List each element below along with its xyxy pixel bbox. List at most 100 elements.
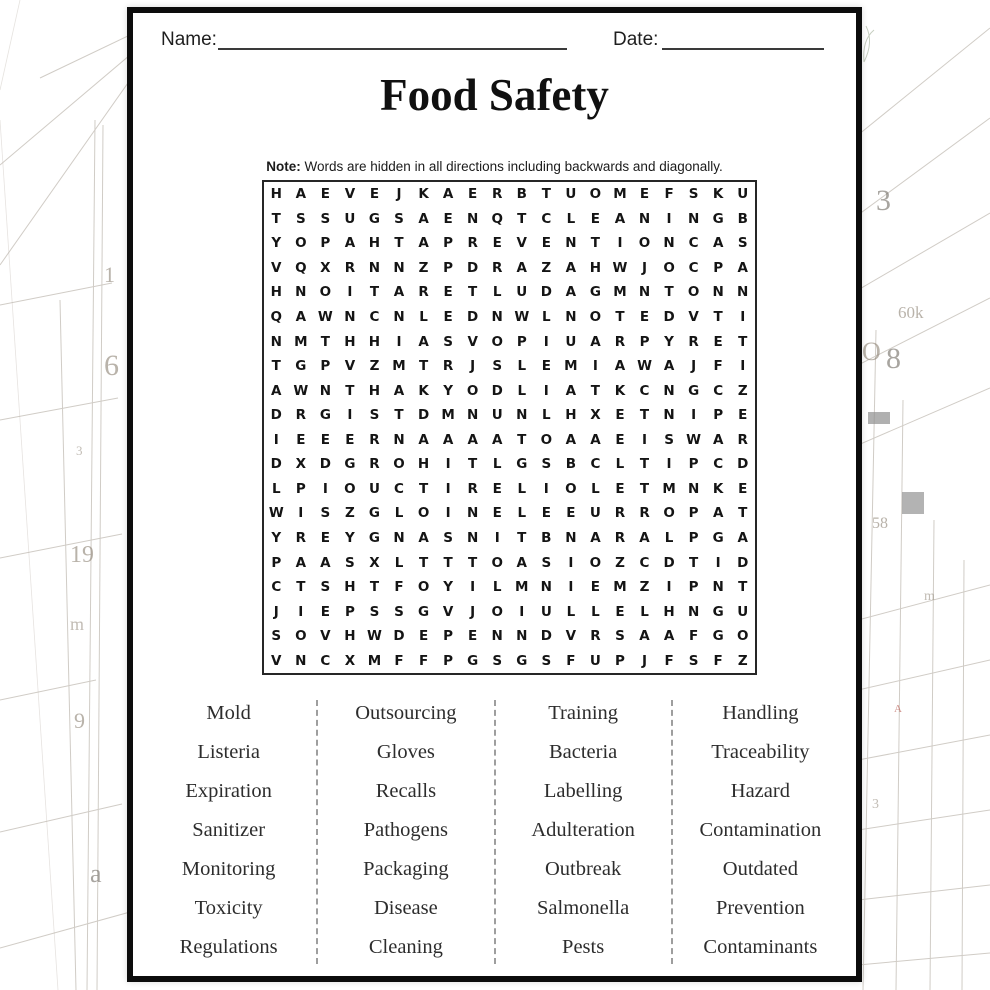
grid-cell: E	[443, 210, 453, 227]
grid-cell: L	[517, 505, 527, 522]
grid-cell: I	[691, 407, 697, 424]
grid-cell: E	[639, 186, 650, 203]
grid-cell: N	[295, 652, 307, 669]
word-list-item: Toxicity	[194, 897, 263, 920]
word-list-item: Handling	[722, 702, 799, 724]
grid-cell: I	[568, 579, 574, 596]
grid-cell: E	[738, 480, 748, 497]
grid-cell: T	[615, 309, 625, 326]
grid-cell: V	[442, 603, 454, 620]
grid-cell: L	[492, 284, 502, 301]
grid-cell: O	[417, 579, 430, 596]
grid-cell: S	[345, 554, 355, 571]
grid-cell: T	[418, 480, 429, 497]
word-list-item: Monitoring	[181, 858, 276, 881]
grid-cell: O	[589, 186, 602, 203]
grid-cell: H	[589, 259, 602, 276]
grid-cell: J	[470, 358, 476, 375]
grid-cell: N	[663, 235, 675, 252]
word-list-item: Contamination	[699, 819, 822, 842]
grid-cell: E	[320, 186, 330, 203]
grid-cell: G	[516, 456, 528, 473]
grid-cell: V	[271, 259, 282, 276]
word-list-column: Handling Traceability Hazard Contamination O…	[673, 700, 848, 964]
grid-cell: E	[492, 235, 502, 252]
grid-cell: I	[543, 333, 549, 350]
word-list-item: Pathogens	[363, 819, 449, 842]
word-list-column: Outsourcing Gloves Recalls Pathogens Packagi…	[318, 700, 496, 964]
grid-cell: D	[540, 284, 552, 301]
grid-cell: F	[394, 652, 404, 669]
grid-cell: P	[271, 554, 282, 571]
grid-cell: O	[687, 284, 700, 301]
grid-cell: I	[298, 505, 304, 522]
grid-cell: N	[712, 579, 724, 596]
grid-cell: R	[442, 358, 454, 375]
grid-cell: A	[491, 431, 503, 448]
grid-cell: A	[639, 628, 650, 645]
grid-cell: I	[347, 407, 353, 424]
grid-cell: S	[320, 210, 331, 227]
grid-cell: Z	[615, 554, 625, 571]
grid-cell: Z	[541, 259, 552, 276]
grid-cell: S	[688, 652, 699, 669]
grid-cell: B	[737, 210, 748, 227]
grid-cell: N	[663, 382, 675, 399]
grid-cell: U	[589, 505, 601, 522]
grid-cell: A	[393, 382, 405, 399]
word-list-item: Cleaning	[368, 936, 443, 959]
grid-cell: D	[393, 628, 405, 645]
grid-cell: Y	[271, 529, 282, 546]
grid-cell: W	[637, 358, 652, 375]
grid-cell: C	[639, 382, 650, 399]
grid-cell: N	[467, 505, 479, 522]
grid-cell: S	[369, 407, 380, 424]
grid-cell: O	[295, 628, 307, 645]
grid-cell: Z	[345, 505, 355, 522]
grid-cell: T	[590, 382, 601, 399]
grid-cell: K	[614, 382, 626, 399]
grid-cell: O	[491, 603, 503, 620]
grid-cell: S	[737, 235, 748, 252]
sketch-character: 3	[872, 797, 879, 812]
grid-cell: U	[737, 186, 749, 203]
worksheet-content: Name: Date: Food Safety Note: Words are …	[133, 13, 856, 976]
grid-cell: M	[613, 579, 627, 596]
grid-cell: G	[712, 529, 724, 546]
grid-cell: I	[740, 309, 746, 326]
grid-cell: N	[295, 284, 307, 301]
grid-cell: A	[418, 333, 429, 350]
grid-cell: Z	[639, 579, 650, 596]
grid-cell: P	[295, 480, 306, 497]
grid-cell: E	[345, 431, 355, 448]
word-list-item: Adulteration	[531, 819, 635, 842]
grid-cell: J	[470, 603, 476, 620]
grid-cell: A	[393, 284, 405, 301]
grid-cell: J	[396, 186, 402, 203]
grid-cell: D	[737, 554, 749, 571]
grid-cell: E	[418, 628, 429, 645]
grid-cell: I	[445, 480, 451, 497]
background-sketch-left: 1 6 3 19 m 9 a	[0, 0, 131, 990]
grid-cell: E	[468, 628, 478, 645]
grid-cell: N	[687, 210, 700, 227]
sketch-gray-swatch	[902, 492, 924, 514]
grid-cell: I	[519, 603, 525, 620]
grid-cell: T	[345, 382, 355, 399]
grid-cell: T	[394, 235, 404, 252]
grid-cell: A	[663, 358, 675, 375]
grid-cell: A	[295, 554, 307, 571]
grid-cell: G	[516, 652, 528, 669]
grid-cell: M	[662, 480, 676, 497]
grid-cell: R	[467, 480, 478, 497]
grid-cell: R	[418, 284, 429, 301]
grid-cell: N	[344, 309, 356, 326]
grid-cell: N	[663, 407, 675, 424]
grid-cell: S	[664, 431, 674, 448]
word-list-item: Contaminants	[703, 936, 818, 959]
sketch-leaf	[863, 25, 875, 63]
grid-cell: I	[273, 431, 279, 448]
word-list-item: Gloves	[376, 741, 435, 764]
grid-cell: N	[712, 284, 724, 301]
grid-cell: U	[516, 284, 528, 301]
